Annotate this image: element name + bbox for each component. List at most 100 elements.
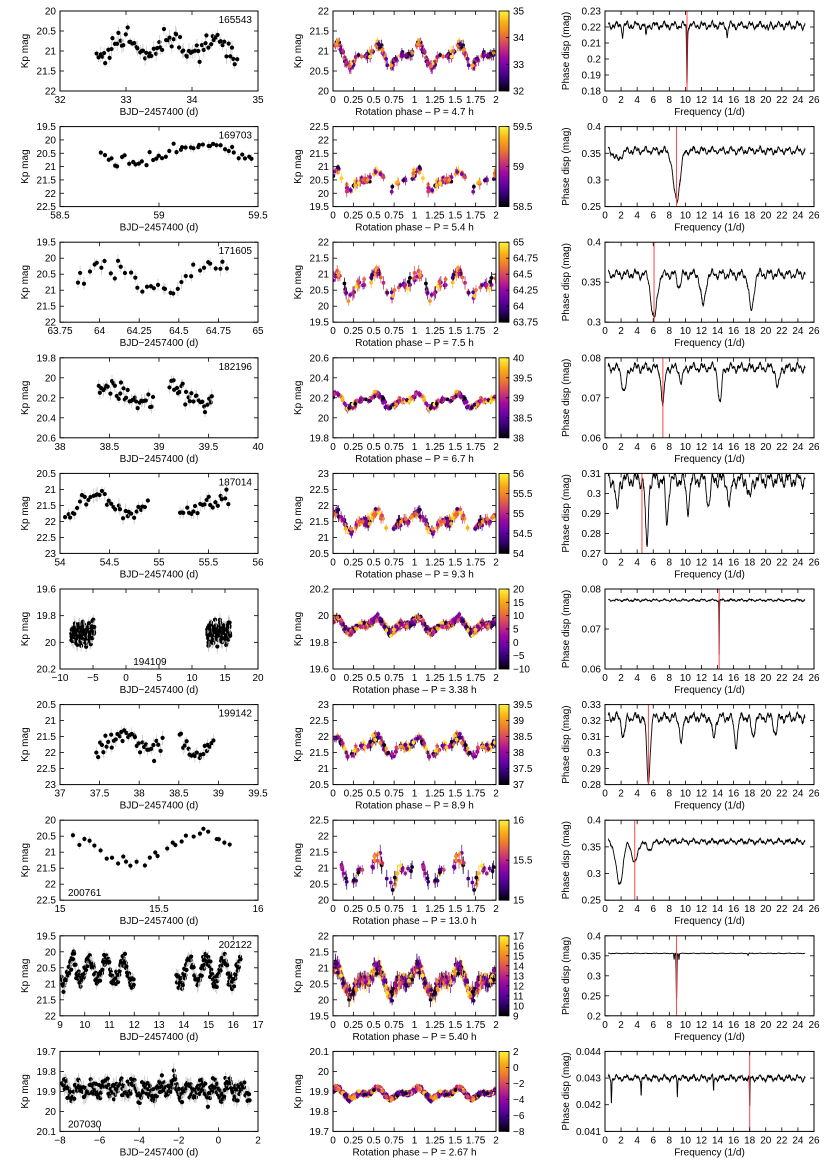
data-point: [75, 505, 80, 511]
data-point: [413, 511, 417, 516]
data-point: [155, 282, 161, 287]
x-tick-label: 1.5: [448, 326, 462, 337]
data-point: [174, 149, 179, 155]
data-point: [147, 149, 152, 155]
data-point: [191, 399, 196, 404]
y-tick-label: 0.35: [582, 278, 602, 289]
data-point: [228, 54, 233, 59]
colorbar-tick-label: 56: [513, 469, 525, 480]
data-point: [428, 299, 432, 303]
data-point: [448, 398, 453, 403]
panel-3-phase: 38 38.5 39 39.5 40 0 0.25 0.5 0.75 1 1.25 1.5 1.75 2 1…: [293, 353, 533, 465]
x-tick-label: 22: [776, 557, 788, 568]
plot-frame: [604, 10, 815, 92]
x-tick-label: 26: [808, 95, 820, 106]
colorbar-tick-label: 64.5: [513, 270, 533, 281]
periodogram-line: [607, 267, 806, 319]
data-point: [197, 142, 202, 148]
y-axis-label: Kp mag: [293, 381, 304, 415]
data-point: [145, 498, 150, 503]
data-point: [470, 63, 475, 68]
y-axis-label: Phase disp (mag): [561, 12, 572, 90]
data-point: [133, 399, 139, 404]
data-point: [417, 273, 422, 277]
data-point: [118, 380, 124, 385]
data-point: [428, 406, 433, 410]
data-point: [102, 491, 107, 497]
plot-frame: [604, 241, 815, 323]
data-point: [224, 54, 229, 59]
data-point: [161, 26, 167, 32]
x-tick-label: 1.25: [425, 211, 445, 222]
data-point: [213, 500, 218, 505]
x-tick-label: 0.25: [344, 211, 364, 222]
data-point: [100, 54, 105, 59]
panel-2-lightcurve: 171605 63.75 64 64.25 64.5 64.75 65 19.5 20 20.5 2…: [20, 238, 264, 350]
x-tick-label: 38.5: [100, 442, 120, 453]
data-point: [174, 385, 180, 391]
y-tick-label: 20: [45, 373, 57, 384]
x-tick-label: 65: [252, 326, 264, 337]
data-point: [220, 43, 225, 48]
x-tick-label: 24: [792, 326, 804, 337]
data-point: [228, 633, 233, 638]
data-point: [445, 522, 450, 527]
x-tick-label: 0: [330, 557, 336, 568]
data-point: [91, 617, 96, 622]
x-tick-label: 10: [680, 326, 692, 337]
data-point: [94, 260, 99, 265]
data-point: [472, 294, 477, 298]
data-point: [195, 511, 200, 516]
data-point: [222, 39, 227, 44]
data-point: [207, 396, 212, 401]
data-point: [364, 519, 369, 524]
y-tick-label: 20: [318, 413, 330, 424]
data-point: [226, 41, 231, 46]
x-tick-label: 2: [618, 211, 624, 222]
y-tick-label: 21: [45, 485, 57, 496]
data-point: [171, 37, 176, 42]
data-point: [106, 47, 111, 52]
data-point: [206, 636, 212, 641]
x-tick-label: 20: [760, 557, 772, 568]
data-point: [394, 57, 398, 61]
data-point: [434, 183, 439, 188]
data-point: [144, 50, 149, 55]
y-tick-label: 19.5: [310, 202, 330, 213]
data-point: [109, 501, 114, 506]
x-tick-label: 2: [493, 211, 499, 222]
data-point: [151, 46, 156, 51]
data-point: [333, 174, 336, 178]
data-point: [81, 281, 87, 286]
data-point: [380, 48, 385, 52]
data-point: [114, 164, 120, 169]
data-point: [211, 141, 216, 147]
x-tick-label: 18: [744, 442, 756, 453]
x-axis-label: Rotation phase – P = 6.7 h: [355, 454, 474, 465]
y-tick-label: 20.2: [310, 393, 330, 404]
x-tick-label: 20: [760, 95, 772, 106]
data-point: [198, 268, 203, 273]
y-tick-label: 19.8: [37, 611, 57, 622]
data-point: [103, 60, 108, 66]
data-point: [154, 51, 159, 56]
data-point: [451, 272, 456, 277]
data-point: [249, 156, 254, 161]
data-point: [220, 259, 225, 264]
panel-5-lightcurve: 194109 −10 −5 0 5 10 15 20 19.6 19.8 20 20.2 BJD−245…: [20, 585, 264, 697]
x-tick-label: 2: [493, 442, 499, 453]
plot-frame: [604, 126, 815, 208]
y-tick-label: 22: [318, 135, 330, 146]
y-axis-label: Kp mag: [20, 496, 31, 530]
x-tick-label: 4: [634, 326, 640, 337]
data-point: [204, 33, 209, 38]
data-point: [367, 398, 372, 403]
data-point: [346, 299, 351, 303]
y-tick-label: 19.8: [37, 353, 57, 364]
x-tick-label: 16: [728, 442, 740, 453]
data-point: [202, 502, 207, 507]
y-tick-label: 0.3: [587, 175, 601, 186]
data-point: [480, 283, 485, 288]
data-point: [380, 50, 385, 55]
